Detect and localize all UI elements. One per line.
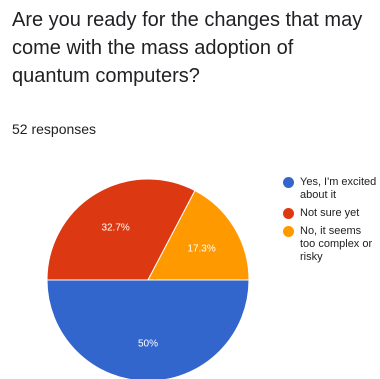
pie-slice-2: [46, 178, 196, 281]
pie-slice-label-1: 50%: [138, 339, 158, 350]
legend-item-2: Not sure yet: [281, 207, 377, 220]
legend-item-3: No, it seems too complex or risky: [281, 225, 377, 264]
legend-label-2: Not sure yet: [300, 207, 360, 219]
pie-slice-label-2: 32.7%: [101, 222, 129, 233]
pie-slice-3: [147, 189, 250, 281]
legend-swatch-2: [283, 208, 294, 219]
pie-slice-1: [46, 279, 250, 379]
chart-legend: Yes, I'm excited about it Not sure yet No,…: [281, 176, 377, 269]
legend-swatch-1: [283, 177, 294, 188]
question-title: Are you ready for the changes that may c…: [12, 9, 363, 87]
legend-label-1: Yes, I'm excited about it: [300, 176, 377, 201]
response-count: 52 responses: [12, 121, 97, 137]
legend-item-1: Yes, I'm excited about it: [281, 176, 377, 202]
pie-slice-label-3: 17.3%: [187, 244, 215, 255]
legend-swatch-3: [283, 226, 294, 237]
legend-label-3: No, it seems too complex or risky: [300, 225, 373, 263]
